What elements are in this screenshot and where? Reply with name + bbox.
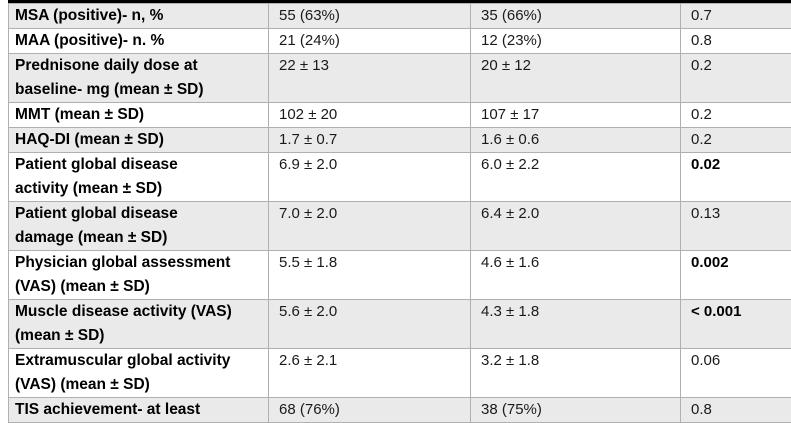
table-body: MSA (positive)- n, % 55 (63%) 35 (66%) 0… — [9, 4, 791, 423]
group2-value-cell: 4.6 ± 1.6 — [471, 251, 681, 300]
row-label-cell: HAQ-DI (mean ± SD) — [9, 128, 269, 153]
group1-value-cell: 21 (24%) — [269, 29, 471, 54]
p-value-cell: 0.06 — [681, 349, 791, 398]
row-label-cell: MSA (positive)- n, % — [9, 4, 269, 29]
table-row: MAA (positive)- n. % 21 (24%) 12 (23%) 0… — [9, 29, 791, 54]
group1-value-cell: 1.7 ± 0.7 — [269, 128, 471, 153]
row-label-cell: MAA (positive)- n. % — [9, 29, 269, 54]
p-value-cell: 0.8 — [681, 29, 791, 54]
group1-value-cell: 102 ± 20 — [269, 103, 471, 128]
row-label-cell: Patient global disease damage (mean ± SD… — [9, 202, 269, 251]
p-value-cell: 0.02 — [681, 153, 791, 202]
p-value-cell: < 0.001 — [681, 300, 791, 349]
table-row: MSA (positive)- n, % 55 (63%) 35 (66%) 0… — [9, 4, 791, 29]
table-row: TIS achievement- at least 68 (76%) 38 (7… — [9, 398, 791, 423]
group1-value-cell: 5.5 ± 1.8 — [269, 251, 471, 300]
table-row: Physician global assessment (VAS) (mean … — [9, 251, 791, 300]
p-value-cell: 0.7 — [681, 4, 791, 29]
baseline-characteristics-table: MSA (positive)- n, % 55 (63%) 35 (66%) 0… — [8, 3, 791, 423]
group2-value-cell: 107 ± 17 — [471, 103, 681, 128]
row-label-cell: Extramuscular global activity (VAS) (mea… — [9, 349, 269, 398]
table-row: Patient global disease activity (mean ± … — [9, 153, 791, 202]
group2-value-cell: 3.2 ± 1.8 — [471, 349, 681, 398]
group1-value-cell: 68 (76%) — [269, 398, 471, 423]
group2-value-cell: 6.0 ± 2.2 — [471, 153, 681, 202]
table-row: HAQ-DI (mean ± SD) 1.7 ± 0.7 1.6 ± 0.6 0… — [9, 128, 791, 153]
table-row: Extramuscular global activity (VAS) (mea… — [9, 349, 791, 398]
group2-value-cell: 35 (66%) — [471, 4, 681, 29]
p-value-cell: 0.2 — [681, 103, 791, 128]
row-label-cell: Patient global disease activity (mean ± … — [9, 153, 269, 202]
row-label-cell: TIS achievement- at least — [9, 398, 269, 423]
group1-value-cell: 2.6 ± 2.1 — [269, 349, 471, 398]
group1-value-cell: 6.9 ± 2.0 — [269, 153, 471, 202]
row-label-cell: Muscle disease activity (VAS) (mean ± SD… — [9, 300, 269, 349]
row-label-cell: Physician global assessment (VAS) (mean … — [9, 251, 269, 300]
p-value-cell: 0.13 — [681, 202, 791, 251]
p-value-cell: 0.8 — [681, 398, 791, 423]
group2-value-cell: 4.3 ± 1.8 — [471, 300, 681, 349]
group2-value-cell: 6.4 ± 2.0 — [471, 202, 681, 251]
group2-value-cell: 12 (23%) — [471, 29, 681, 54]
table-row: MMT (mean ± SD) 102 ± 20 107 ± 17 0.2 — [9, 103, 791, 128]
table-row: Muscle disease activity (VAS) (mean ± SD… — [9, 300, 791, 349]
p-value-cell: 0.2 — [681, 128, 791, 153]
group1-value-cell: 22 ± 13 — [269, 54, 471, 103]
group1-value-cell: 7.0 ± 2.0 — [269, 202, 471, 251]
group2-value-cell: 1.6 ± 0.6 — [471, 128, 681, 153]
group1-value-cell: 55 (63%) — [269, 4, 471, 29]
table-row: Patient global disease damage (mean ± SD… — [9, 202, 791, 251]
table-row: Prednisone daily dose at baseline- mg (m… — [9, 54, 791, 103]
row-label-cell: MMT (mean ± SD) — [9, 103, 269, 128]
group2-value-cell: 38 (75%) — [471, 398, 681, 423]
group1-value-cell: 5.6 ± 2.0 — [269, 300, 471, 349]
row-label-cell: Prednisone daily dose at baseline- mg (m… — [9, 54, 269, 103]
group2-value-cell: 20 ± 12 — [471, 54, 681, 103]
p-value-cell: 0.2 — [681, 54, 791, 103]
p-value-cell: 0.002 — [681, 251, 791, 300]
